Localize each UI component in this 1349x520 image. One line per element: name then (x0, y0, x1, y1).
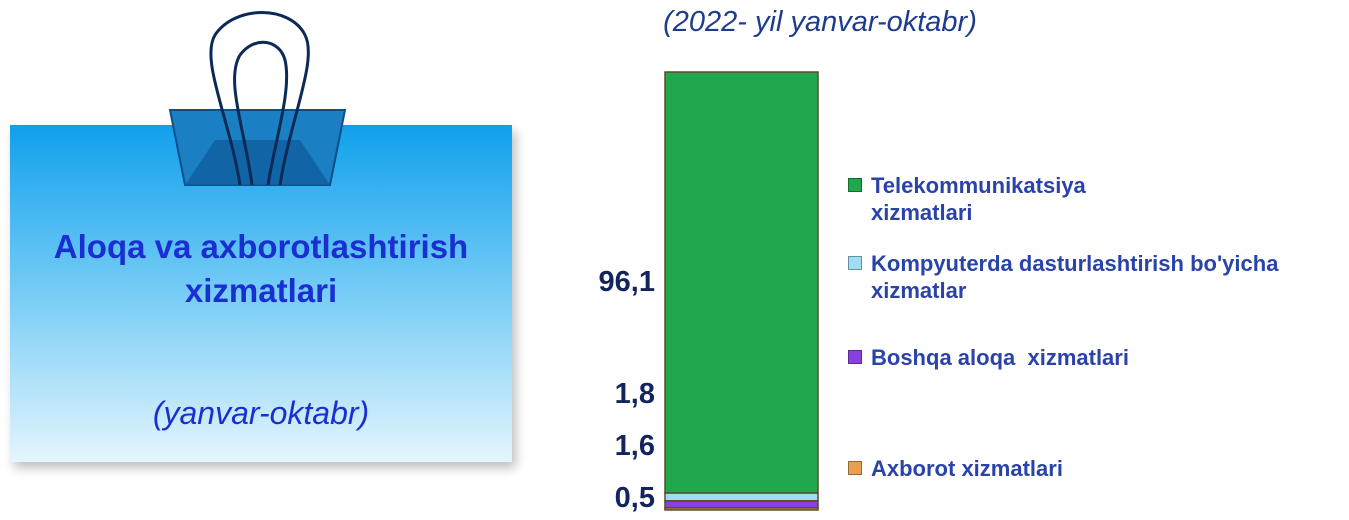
bar-segment (664, 71, 819, 494)
chart-subtitle: (2022- yil yanvar-oktabr) (663, 6, 977, 38)
value-label: 0,5 (614, 482, 655, 514)
value-label: 1,8 (614, 378, 655, 410)
legend-item: Kompyuterda dasturlashtirish bo'yicha xi… (848, 250, 1338, 304)
bar-segment (664, 492, 819, 502)
binder-clip (168, 11, 347, 186)
legend-label: Kompyuterda dasturlashtirish bo'yicha xi… (871, 251, 1285, 303)
card-period: (yanvar-oktabr) (152, 395, 370, 431)
legend-item: Boshqa aloqa xizmatlari (848, 344, 1338, 371)
card-title: Aloqa va axborotlashtirish xizmatlari (53, 228, 469, 309)
legend-swatch (848, 461, 862, 475)
bar-segment (664, 500, 819, 509)
legend-item: Telekommunikatsiya xizmatlari (848, 172, 1108, 226)
legend-swatch (848, 256, 862, 270)
legend-swatch (848, 350, 862, 364)
legend-label: Telekommunikatsiya xizmatlari (871, 173, 1092, 225)
value-label: 1,6 (614, 430, 655, 462)
value-label: 96,1 (598, 266, 655, 299)
legend-label: Axborot xizmatlari (871, 456, 1063, 481)
legend-item: Axborot xizmatlari (848, 455, 1338, 482)
legend-label: Boshqa aloqa xizmatlari (871, 345, 1129, 370)
legend-swatch (848, 178, 862, 192)
